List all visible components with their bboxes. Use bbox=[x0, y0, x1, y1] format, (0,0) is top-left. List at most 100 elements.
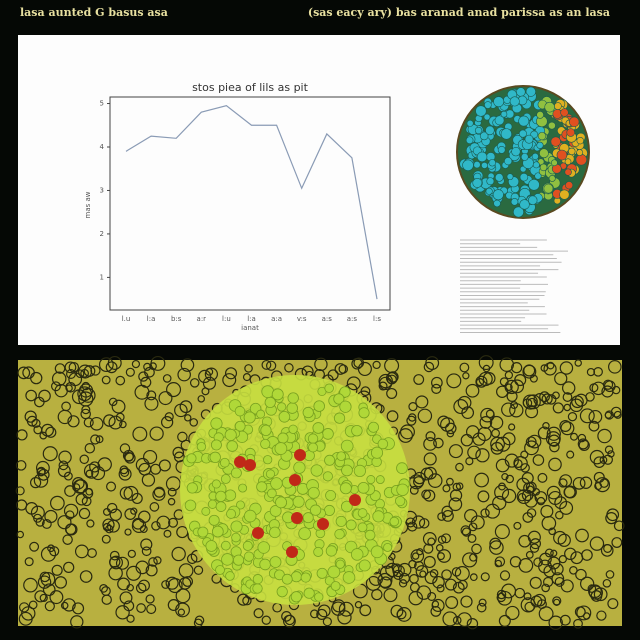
cell-blob bbox=[500, 110, 508, 118]
disc-cell bbox=[383, 542, 393, 552]
texture-cell bbox=[604, 445, 614, 455]
disc-cell bbox=[224, 428, 237, 441]
disc-cell bbox=[293, 461, 306, 474]
texture-cell bbox=[606, 508, 620, 522]
texture-cell bbox=[553, 530, 567, 545]
texture-cell bbox=[457, 612, 472, 627]
texture-cell bbox=[105, 361, 118, 374]
texture-cell bbox=[542, 576, 554, 588]
disc-cell bbox=[340, 500, 353, 513]
texture-cell bbox=[90, 365, 101, 376]
texture-cell bbox=[424, 571, 438, 585]
texture-cell bbox=[237, 593, 250, 606]
cell-blob bbox=[556, 149, 568, 161]
texture-cell bbox=[165, 476, 181, 492]
texture-cell bbox=[138, 579, 150, 592]
texture-cell bbox=[562, 392, 573, 402]
cell-blob bbox=[473, 161, 481, 169]
texture-cell bbox=[421, 489, 432, 500]
texture-cell bbox=[85, 487, 94, 496]
texture-cell bbox=[496, 385, 509, 398]
cell-blob bbox=[493, 96, 505, 108]
texture-cell bbox=[448, 444, 463, 459]
texture-cell bbox=[446, 373, 462, 389]
texture-cell bbox=[423, 452, 437, 466]
texture-cell bbox=[590, 590, 603, 602]
cell-blob bbox=[494, 173, 504, 182]
cell-blob bbox=[568, 147, 576, 156]
red-spot bbox=[317, 518, 329, 530]
texture-cell bbox=[452, 581, 465, 594]
texture-cell bbox=[153, 556, 162, 565]
texture-cell bbox=[495, 458, 510, 473]
disc-cell bbox=[324, 454, 336, 466]
texture-cell bbox=[548, 457, 562, 472]
texture-cell bbox=[86, 519, 95, 528]
texture-cell bbox=[408, 590, 423, 606]
texture-cell bbox=[138, 371, 149, 382]
texture-cell bbox=[490, 436, 505, 452]
cell-blob bbox=[494, 115, 505, 126]
texture-cell bbox=[501, 402, 516, 417]
disc-cell bbox=[327, 565, 341, 579]
texture-cell bbox=[469, 573, 478, 582]
texture-cell bbox=[522, 398, 533, 408]
texture-cell bbox=[108, 565, 123, 581]
texture-cell bbox=[383, 588, 398, 603]
texture-cell bbox=[177, 431, 188, 443]
cell-blob bbox=[475, 105, 487, 117]
texture-cell bbox=[167, 577, 183, 594]
texture-cell bbox=[430, 605, 442, 617]
texture-cell bbox=[386, 410, 399, 423]
texture-cell bbox=[101, 534, 111, 544]
texture-cell bbox=[444, 578, 457, 591]
disc-cell bbox=[242, 540, 253, 551]
x-tick-label: v:s bbox=[297, 315, 307, 323]
disc-cell bbox=[238, 483, 248, 493]
texture-cell bbox=[465, 383, 480, 398]
texture-cell bbox=[570, 551, 584, 565]
cell-blob bbox=[576, 136, 584, 145]
disc-cell bbox=[377, 438, 389, 450]
texture-cell bbox=[608, 360, 622, 374]
texture-cell bbox=[476, 602, 487, 613]
cell-blob bbox=[548, 175, 556, 182]
texture-cell bbox=[57, 464, 71, 478]
texture-cell bbox=[398, 428, 413, 443]
texture-cell bbox=[441, 533, 452, 544]
texture-cell bbox=[505, 605, 520, 621]
texture-cell bbox=[494, 524, 510, 540]
texture-cell bbox=[97, 457, 112, 472]
texture-cell bbox=[520, 463, 530, 473]
texture-cell bbox=[253, 608, 264, 619]
cell-blob bbox=[481, 162, 488, 169]
texture-cell bbox=[143, 449, 158, 465]
texture-cell bbox=[85, 469, 94, 478]
texture-cell bbox=[322, 617, 332, 627]
texture-cell bbox=[81, 381, 91, 391]
disc-cell bbox=[310, 464, 323, 477]
texture-cell bbox=[346, 376, 361, 391]
y-tick-label: 3 bbox=[100, 186, 104, 194]
texture-cell bbox=[533, 557, 543, 568]
cell-blob bbox=[568, 116, 580, 128]
texture-cell bbox=[164, 412, 174, 422]
texture-cell bbox=[554, 371, 568, 386]
texture-cell bbox=[390, 604, 404, 618]
texture-cell bbox=[524, 440, 539, 456]
texture-cell bbox=[467, 445, 481, 460]
disc-cell bbox=[396, 462, 408, 474]
texture-cell bbox=[499, 377, 509, 387]
texture-cell bbox=[338, 601, 354, 617]
texture-cell bbox=[126, 565, 142, 581]
texture-cell bbox=[158, 391, 173, 406]
texture-cell bbox=[177, 608, 186, 616]
texture-cell bbox=[50, 381, 61, 392]
texture-cell bbox=[588, 584, 602, 599]
texture-cell bbox=[408, 401, 418, 412]
texture-cell bbox=[122, 449, 135, 462]
texture-cell bbox=[34, 396, 45, 408]
disc-cell bbox=[256, 409, 266, 419]
texture-cell bbox=[594, 482, 603, 491]
texture-cell bbox=[18, 611, 33, 626]
